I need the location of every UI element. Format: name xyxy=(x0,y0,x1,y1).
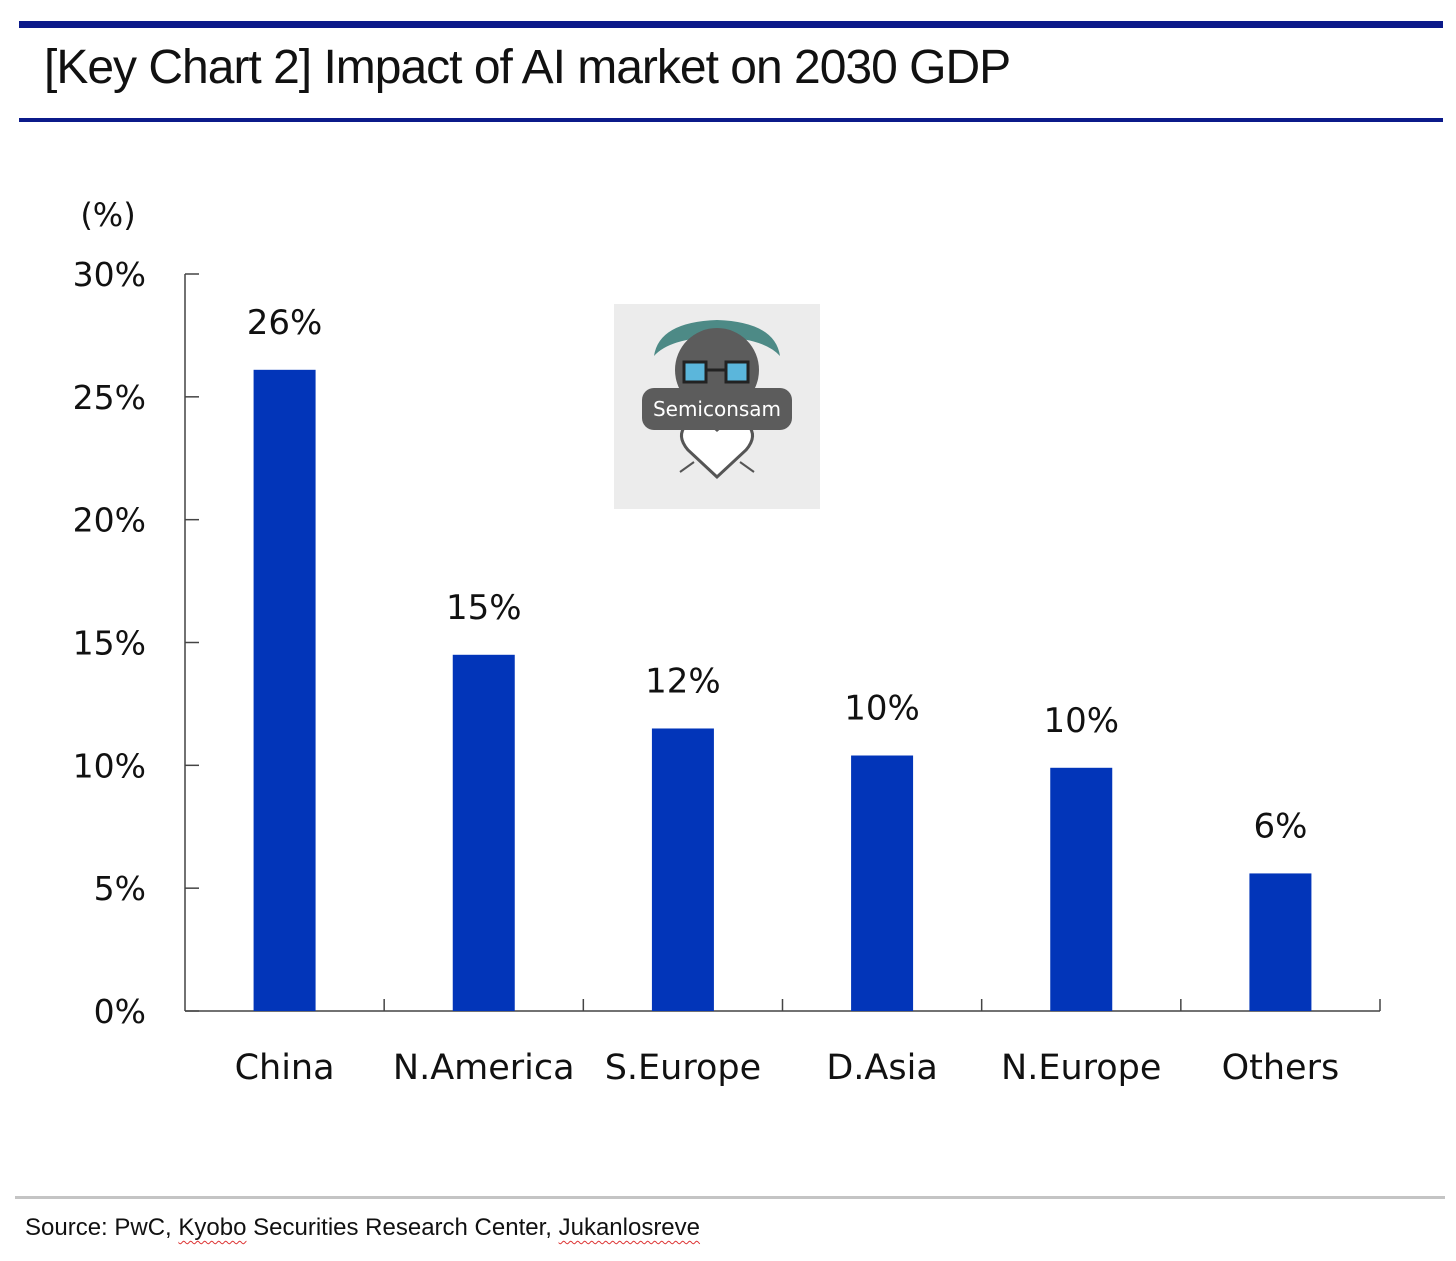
top-rule xyxy=(19,21,1443,28)
x-tick-label: N.America xyxy=(393,1048,575,1088)
bar-n-europe xyxy=(1050,767,1113,1011)
x-axis: China N.America S.Europe D.Asia N.Europe Othe… xyxy=(185,999,1381,1088)
y-unit-label: (%) xyxy=(80,196,135,234)
x-tick-label: China xyxy=(235,1048,335,1088)
data-label: 15% xyxy=(446,588,522,628)
data-label: 10% xyxy=(844,689,920,729)
watermark-logo: Semiconsam xyxy=(614,304,820,509)
x-tick-label: D.Asia xyxy=(826,1048,937,1088)
title-underline xyxy=(19,118,1443,122)
y-tick-label: 0% xyxy=(94,992,146,1031)
logo-text: Semiconsam xyxy=(642,388,792,430)
y-tick-label: 20% xyxy=(73,501,146,540)
chart-title: [Key Chart 2] Impact of AI market on 203… xyxy=(44,41,1011,94)
bar-s-europe xyxy=(651,728,714,1011)
x-tick-label: N.Europe xyxy=(1001,1048,1161,1088)
y-tick-label: 10% xyxy=(73,746,146,785)
y-tick-label: 30% xyxy=(73,255,146,294)
source-prefix: Source: PwC, xyxy=(25,1214,179,1241)
source-middle: Securities Research Center, xyxy=(246,1214,559,1241)
bars xyxy=(253,369,1312,1011)
source-kyobo: Kyobo xyxy=(178,1214,247,1241)
bar-others xyxy=(1249,873,1312,1011)
data-label: 12% xyxy=(645,661,721,701)
source-author: Jukanlosreve xyxy=(558,1214,701,1241)
data-label: 10% xyxy=(1043,701,1119,741)
y-tick-label: 25% xyxy=(73,378,146,417)
bar-china xyxy=(253,369,316,1011)
footer-rule xyxy=(15,1196,1445,1199)
y-tick-label: 5% xyxy=(94,869,146,908)
data-labels: 26% 15% 12% 10% 10% 6% xyxy=(247,303,1308,847)
bar-chart: (%) 0% 5% 10% 15% 20% 25% 30% China N.America S.E… xyxy=(73,196,1381,1088)
data-label: 6% xyxy=(1253,806,1307,846)
x-tick-label: Others xyxy=(1222,1048,1340,1088)
bar-n-america xyxy=(452,654,515,1011)
source-note: Source: PwC, Kyobo Securities Research C… xyxy=(25,1214,700,1242)
x-tick-label: S.Europe xyxy=(605,1048,761,1088)
y-tick-label: 15% xyxy=(73,624,146,663)
y-axis: (%) 0% 5% 10% 15% 20% 25% 30% xyxy=(73,196,199,1031)
data-label: 26% xyxy=(247,303,323,343)
bar-d-asia xyxy=(851,755,914,1011)
